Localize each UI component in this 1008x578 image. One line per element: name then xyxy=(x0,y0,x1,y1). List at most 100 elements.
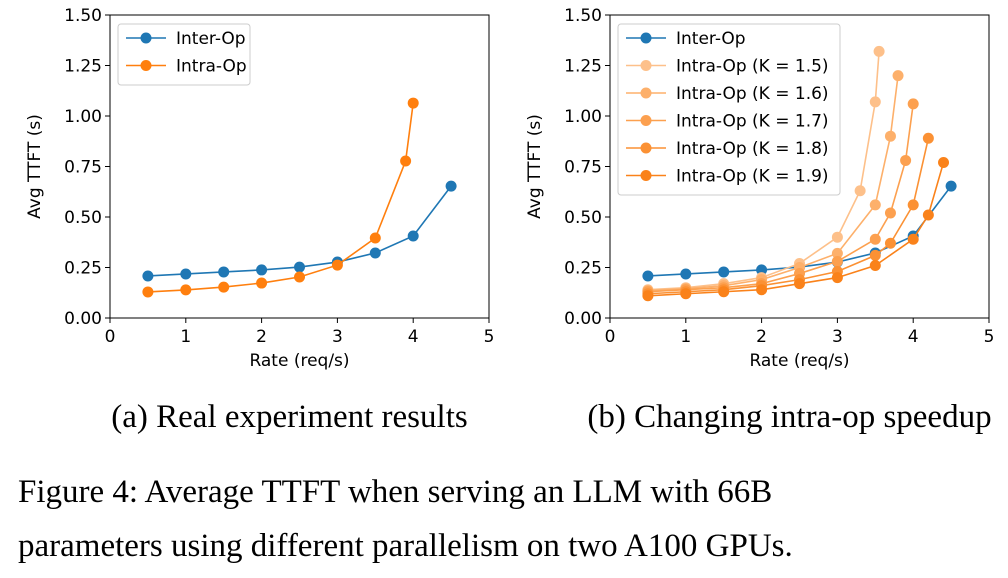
data-point xyxy=(869,233,881,245)
x-tick-label: 1 xyxy=(680,327,691,347)
data-point xyxy=(854,185,866,197)
data-point xyxy=(369,232,381,244)
figure-caption-line: Figure 4: Average TTFT when serving an L… xyxy=(18,474,772,510)
data-point xyxy=(407,97,419,109)
legend-label: Intra-Op (K = 1.7) xyxy=(676,112,829,132)
data-point xyxy=(680,268,692,280)
figure-caption-line: parameters using different parallelism o… xyxy=(18,528,793,564)
data-point xyxy=(922,209,934,221)
legend-marker xyxy=(140,60,152,71)
data-point xyxy=(938,156,950,168)
series-line xyxy=(647,138,930,295)
data-point xyxy=(218,266,230,278)
x-tick-label: 3 xyxy=(332,327,343,347)
y-tick-label: 1.50 xyxy=(564,6,602,26)
data-point xyxy=(869,96,881,108)
data-point xyxy=(831,272,843,284)
legend-marker xyxy=(640,32,652,44)
chart: 0 1 2 3 4 5 0.00 0.25 0.50 0.75 1.00 1.25 1.50 Rate (… xyxy=(25,6,494,435)
data-point xyxy=(642,290,654,302)
y-tick-label: 0.75 xyxy=(564,158,602,178)
data-point xyxy=(831,231,843,243)
legend-label: Inter-Op xyxy=(176,29,246,49)
data-point xyxy=(922,132,934,144)
data-point xyxy=(718,286,730,298)
data-point xyxy=(869,199,881,211)
y-tick-label: 1.25 xyxy=(64,57,102,77)
x-tick-label: 3 xyxy=(832,327,843,347)
chart: 0 1 2 3 4 5 0.00 0.25 0.50 0.75 1.00 1.25 1.50 Rate (… xyxy=(525,6,994,435)
legend-marker xyxy=(640,170,652,181)
data-point xyxy=(892,70,904,82)
data-point xyxy=(680,288,692,300)
series-line xyxy=(647,103,914,293)
data-point xyxy=(831,255,843,267)
x-tick-label: 4 xyxy=(908,327,919,347)
legend-label: Intra-Op (K = 1.5) xyxy=(676,57,829,77)
subcaption: (b) Changing intra-op speedup xyxy=(587,399,991,435)
x-tick-label: 0 xyxy=(105,327,116,347)
y-tick-label: 0.00 xyxy=(564,309,602,329)
x-axis-label: Rate (req/s) xyxy=(749,351,849,371)
data-point xyxy=(869,259,881,271)
data-point xyxy=(907,233,919,245)
x-tick-label: 5 xyxy=(984,327,995,347)
y-tick-label: 0.00 xyxy=(64,309,102,329)
x-tick-label: 2 xyxy=(256,327,267,347)
data-point xyxy=(907,199,919,211)
x-tick-label: 0 xyxy=(605,327,616,347)
y-axis-label: Avg TTFT (s) xyxy=(525,114,545,219)
y-tick-label: 0.25 xyxy=(64,259,102,279)
data-point xyxy=(945,180,957,192)
legend-label: Intra-Op (K = 1.9) xyxy=(676,167,829,187)
legend-label: Intra-Op (K = 1.8) xyxy=(676,139,829,159)
legend-label: Inter-Op xyxy=(676,29,746,49)
data-point xyxy=(445,180,457,192)
data-point xyxy=(369,247,381,259)
legend-marker xyxy=(640,142,652,154)
legend-marker xyxy=(140,32,152,44)
y-tick-label: 0.50 xyxy=(564,208,602,228)
data-point xyxy=(294,271,305,283)
series-line xyxy=(647,162,945,297)
data-point xyxy=(256,264,268,276)
data-point xyxy=(884,130,896,142)
data-point xyxy=(907,98,919,110)
legend-marker xyxy=(640,60,652,71)
data-point xyxy=(794,278,805,290)
legend-marker xyxy=(640,87,652,99)
data-point xyxy=(884,237,896,249)
data-point xyxy=(142,270,154,282)
y-tick-label: 1.50 xyxy=(64,6,102,26)
data-point xyxy=(180,284,192,296)
data-point xyxy=(718,266,730,278)
legend-label: Intra-Op xyxy=(176,57,247,77)
data-point xyxy=(869,249,881,261)
data-point xyxy=(294,261,305,273)
y-tick-label: 1.25 xyxy=(564,57,602,77)
x-tick-label: 1 xyxy=(180,327,191,347)
data-point xyxy=(218,281,230,293)
data-point xyxy=(642,270,654,282)
x-tick-label: 2 xyxy=(756,327,767,347)
data-point xyxy=(756,264,768,276)
y-tick-label: 1.00 xyxy=(64,107,102,127)
y-tick-label: 0.75 xyxy=(64,158,102,178)
data-point xyxy=(331,259,343,271)
data-point xyxy=(400,155,412,167)
data-point xyxy=(873,45,885,57)
data-point xyxy=(142,286,154,298)
y-axis-label: Avg TTFT (s) xyxy=(25,114,45,219)
legend-label: Intra-Op (K = 1.6) xyxy=(676,84,829,104)
data-point xyxy=(256,277,268,289)
y-tick-label: 0.25 xyxy=(564,259,602,279)
x-tick-label: 4 xyxy=(408,327,419,347)
x-tick-label: 5 xyxy=(484,327,495,347)
y-tick-label: 1.00 xyxy=(564,107,602,127)
data-point xyxy=(407,230,419,242)
legend-box xyxy=(617,23,841,196)
y-tick-label: 0.50 xyxy=(64,208,102,228)
data-point xyxy=(180,268,192,280)
data-point xyxy=(884,207,896,219)
